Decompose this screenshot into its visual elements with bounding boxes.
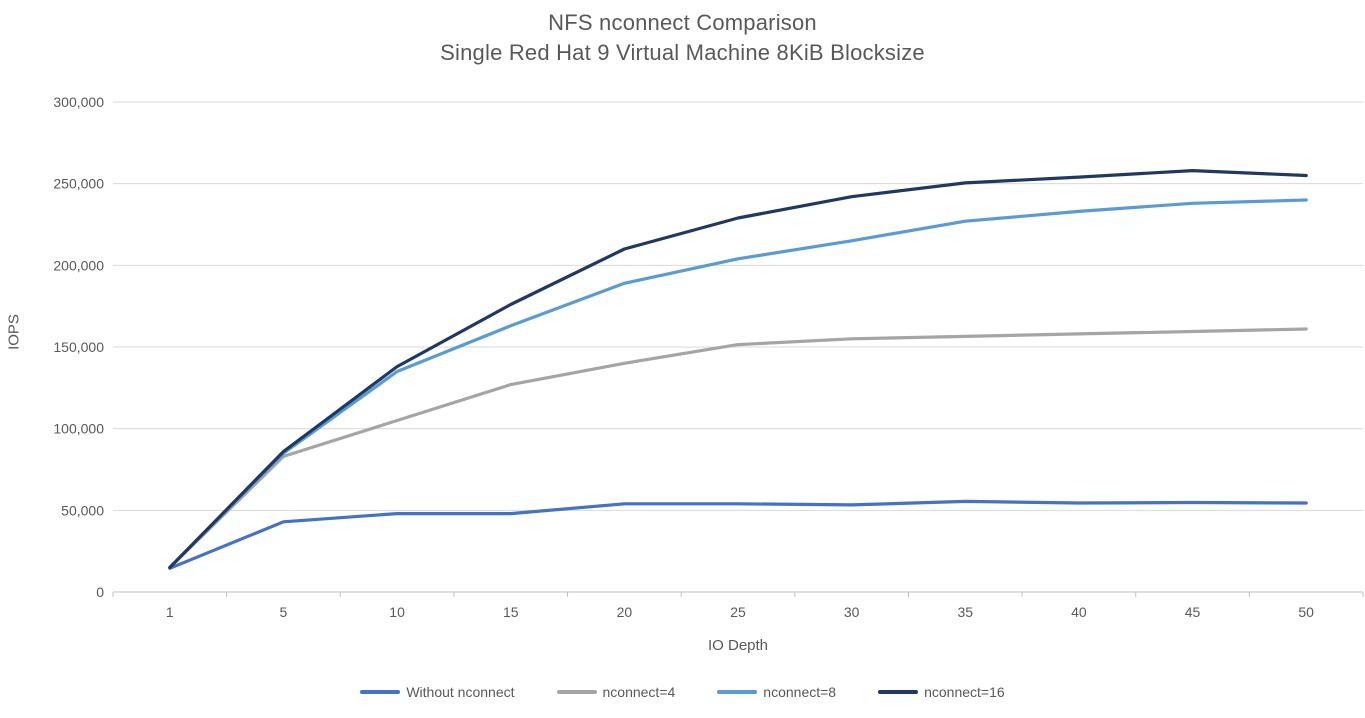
x-tick-label-25: 25 — [730, 604, 746, 620]
legend: Without nconnect nconnect=4 nconnect=8 n… — [0, 684, 1365, 700]
y-tick-label-300,000: 300,000 — [53, 94, 104, 110]
y-tick-label-200,000: 200,000 — [53, 257, 104, 273]
y-tick-label-50,000: 50,000 — [61, 502, 104, 518]
x-axis-title: IO Depth — [707, 637, 769, 654]
x-tick-label-5: 5 — [280, 604, 288, 620]
legend-swatch-nconnect-4-icon — [556, 690, 597, 694]
legend-swatch-without-nconnect-icon — [360, 690, 401, 694]
y-tick-label-100,000: 100,000 — [53, 421, 104, 437]
x-tick-label-1: 1 — [166, 604, 174, 620]
y-axis-title: IOPS — [5, 314, 23, 350]
y-tick-label-250,000: 250,000 — [53, 176, 104, 192]
legend-label-nconnect-4: nconnect=4 — [602, 684, 676, 700]
y-tick-label-0: 0 — [96, 584, 104, 600]
series-line-nconnect-8 — [168, 198, 1308, 570]
x-tick-label-40: 40 — [1071, 604, 1087, 620]
legend-swatch-nconnect-16-icon — [878, 690, 919, 694]
y-tick-label-150,000: 150,000 — [53, 339, 104, 355]
legend-item-nconnect-8: nconnect=8 — [717, 684, 836, 700]
legend-label-without-nconnect: Without nconnect — [406, 684, 515, 700]
x-tick-label-15: 15 — [503, 604, 519, 620]
x-tick-label-50: 50 — [1298, 604, 1314, 620]
x-tick-label-20: 20 — [617, 604, 633, 620]
x-tick-label-30: 30 — [844, 604, 860, 620]
chart-title-line2: Single Red Hat 9 Virtual Machine 8KiB Bl… — [440, 40, 925, 65]
legend-item-nconnect-4: nconnect=4 — [556, 684, 676, 700]
x-tick-label-45: 45 — [1185, 604, 1201, 620]
x-tick-label-35: 35 — [957, 604, 973, 620]
x-tick-label-10: 10 — [389, 604, 405, 620]
legend-swatch-nconnect-8-icon — [717, 690, 758, 694]
chart-title: NFS nconnect Comparison Single Red Hat 9… — [0, 8, 1365, 68]
legend-item-without-nconnect: Without nconnect — [360, 684, 515, 700]
series-line-nconnect-16 — [168, 169, 1308, 570]
chart-title-line1: NFS nconnect Comparison — [548, 10, 817, 35]
legend-label-nconnect-8: nconnect=8 — [763, 684, 837, 700]
legend-label-nconnect-16: nconnect=16 — [924, 684, 1005, 700]
legend-item-nconnect-16: nconnect=16 — [878, 684, 1005, 700]
series-line-without-nconnect — [168, 499, 1308, 570]
series-line-nconnect-4 — [168, 327, 1308, 570]
